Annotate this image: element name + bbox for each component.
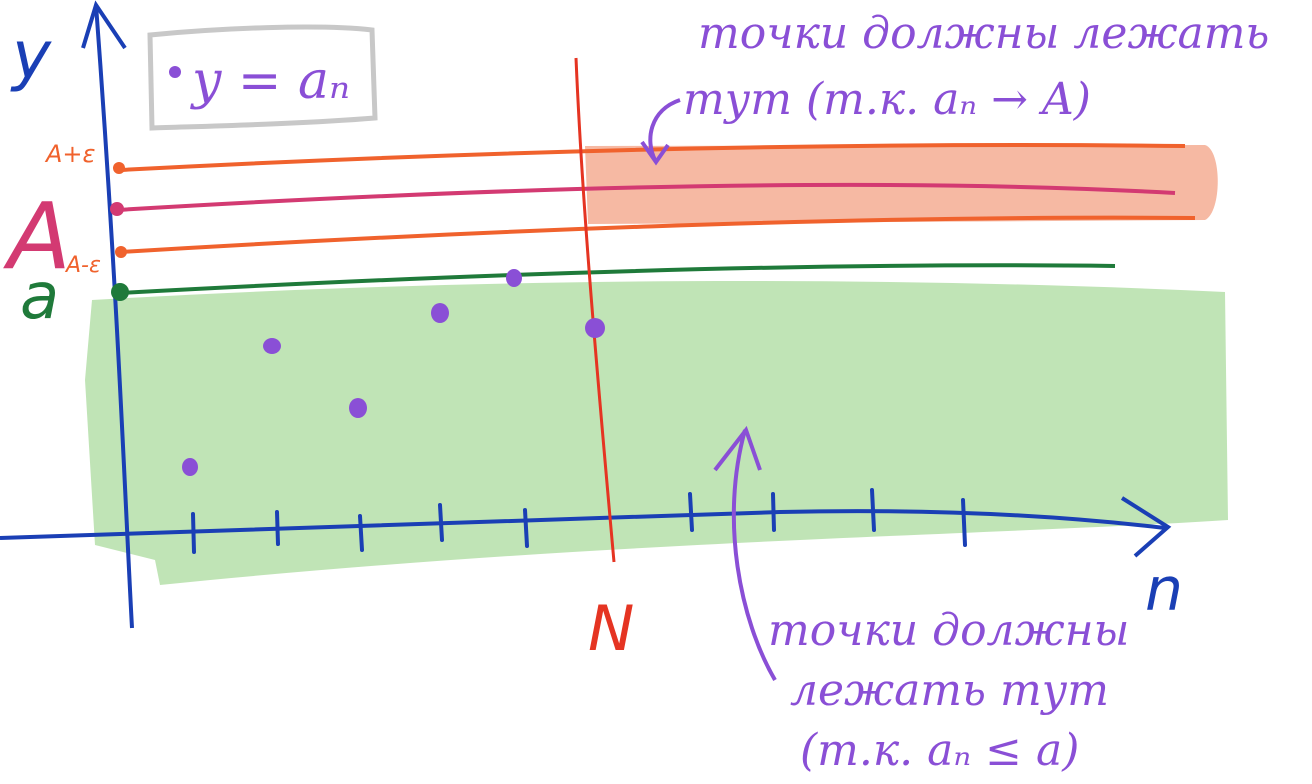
point-5 xyxy=(506,269,522,287)
tick-4 xyxy=(438,503,444,542)
legend-label: y = aₙ xyxy=(190,51,350,111)
line-A xyxy=(116,182,1176,212)
tick-3 xyxy=(358,514,364,552)
point-4 xyxy=(431,303,449,323)
label-a: a xyxy=(20,260,59,334)
note-bottom: точки должны лежать тут (т.к. aₙ ≤ a) xyxy=(768,605,1129,776)
arrow-bottom-note-head xyxy=(713,425,762,472)
line-A-minus-eps xyxy=(119,215,1196,254)
y-axis-arrowhead xyxy=(81,0,127,50)
note-bottom-line3: (т.к. aₙ ≤ a) xyxy=(800,725,1079,776)
x-axis-arrowhead xyxy=(1120,496,1172,558)
marker-a xyxy=(111,283,129,301)
note-top-line2: тут (т.к. aₙ → A) xyxy=(683,74,1091,125)
note-bottom-line1: точки должны xyxy=(768,605,1129,656)
N-label: N xyxy=(588,592,634,665)
label-A-minus-eps: A-ε xyxy=(64,253,101,278)
point-1 xyxy=(182,458,198,476)
x-axis xyxy=(0,509,1166,540)
tick-8 xyxy=(870,488,876,532)
label-A: A xyxy=(3,183,71,290)
marker-A-minus-eps xyxy=(115,246,127,258)
tick-2 xyxy=(275,510,280,546)
line-N xyxy=(574,57,616,563)
point-6 xyxy=(585,318,605,338)
point-2 xyxy=(263,338,281,354)
sequence-points xyxy=(182,269,605,476)
tick-5 xyxy=(523,508,529,548)
note-top-line1: точки должны лежать xyxy=(698,8,1269,59)
legend-dot xyxy=(169,66,181,78)
legend-box xyxy=(147,24,378,131)
line-a xyxy=(119,263,1116,295)
y-axis-label: y xyxy=(10,17,52,94)
y-axis xyxy=(94,4,134,629)
marker-A-plus-eps xyxy=(113,162,125,174)
tick-7 xyxy=(771,492,776,532)
note-bottom-line2: лежать тут xyxy=(790,665,1109,716)
x-axis-ticks xyxy=(191,488,967,554)
x-axis-label: n xyxy=(1145,555,1183,625)
tick-6 xyxy=(688,492,694,532)
region-below-a xyxy=(85,280,1228,585)
line-A-plus-eps xyxy=(119,143,1186,172)
label-A-plus-eps: A+ε xyxy=(44,140,96,168)
arrow-top-note-head xyxy=(640,140,670,166)
tick-9 xyxy=(961,498,967,547)
point-3 xyxy=(349,398,367,418)
tick-1 xyxy=(191,512,196,554)
marker-A xyxy=(110,202,124,216)
note-top: точки должны лежать тут (т.к. aₙ → A) xyxy=(683,8,1269,125)
arrow-bottom-note xyxy=(731,429,777,682)
